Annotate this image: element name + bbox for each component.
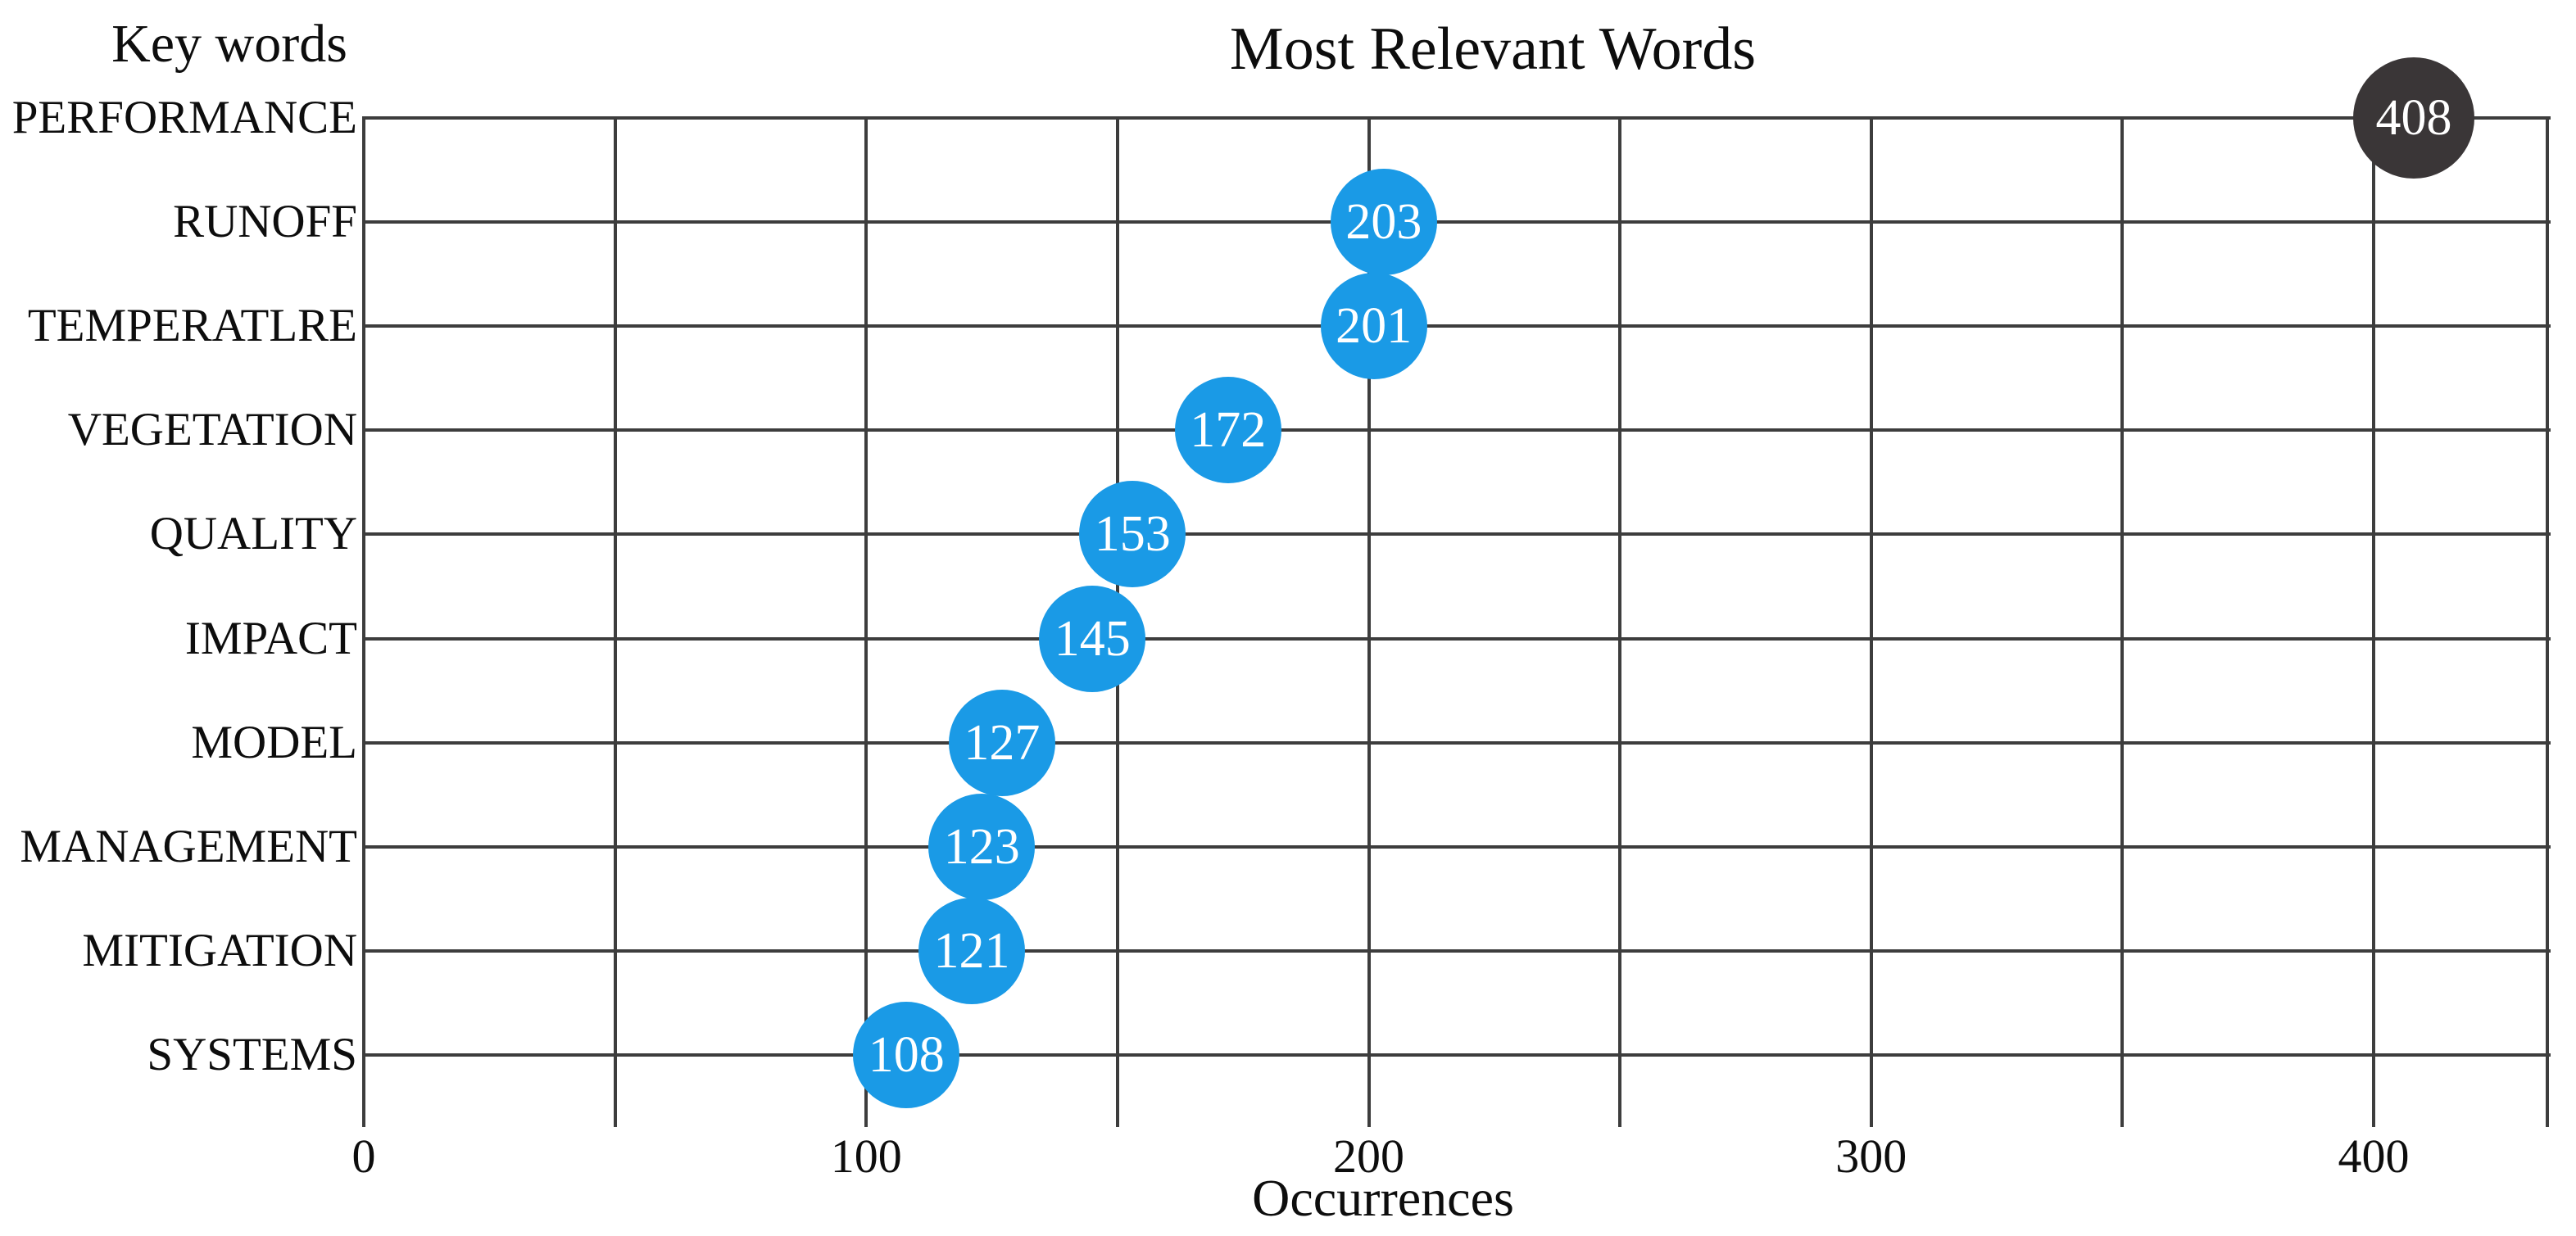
category-label: TEMPERATLRE	[27, 300, 357, 352]
x-tick-label: 400	[2338, 1130, 2410, 1183]
x-tick-label: 300	[1835, 1130, 1907, 1183]
bubble: 408	[2353, 57, 2475, 179]
h-gridline	[364, 220, 2551, 224]
category-label: IMPACT	[184, 612, 357, 664]
h-gridline	[364, 428, 2551, 432]
category-label: PERFORMANCE	[11, 92, 357, 143]
bubble-value-label: 203	[1345, 194, 1422, 251]
h-gridline	[364, 532, 2551, 537]
bubble-value-label: 108	[868, 1026, 945, 1083]
v-gridline	[2120, 116, 2125, 1127]
bubble-value-label: 145	[1054, 610, 1131, 667]
bubble: 108	[853, 1001, 960, 1108]
h-gridline	[364, 636, 2551, 641]
h-gridline	[364, 116, 2551, 120]
x-tick-label: 200	[1333, 1130, 1404, 1183]
chart-title: Most Relevant Words	[1229, 16, 1757, 83]
bubble-value-label: 408	[2375, 90, 2452, 146]
bubble: 121	[918, 897, 1026, 1004]
bubble: 145	[1039, 585, 1146, 692]
bubble-value-label: 201	[1336, 298, 1413, 355]
category-label: MODEL	[191, 716, 357, 768]
x-tick-label: 0	[351, 1130, 376, 1183]
bubble-value-label: 121	[933, 922, 1010, 979]
v-gridline	[1367, 116, 1371, 1127]
bubble-value-label: 172	[1190, 402, 1267, 459]
bubble: 123	[928, 793, 1036, 900]
bubble: 153	[1079, 481, 1186, 588]
category-label: RUNOFF	[173, 196, 357, 248]
h-gridline	[364, 844, 2551, 849]
bubble-value-label: 123	[943, 818, 1020, 875]
bubble: 203	[1330, 169, 1437, 276]
bubble: 127	[948, 689, 1055, 796]
category-label: VEGETATION	[67, 404, 357, 456]
plot-right-border	[2546, 116, 2549, 1127]
v-gridline	[1618, 116, 1622, 1127]
v-gridline	[2372, 116, 2375, 1127]
bubble-value-label: 153	[1094, 506, 1171, 563]
h-gridline	[364, 740, 2551, 745]
x-tick-label: 100	[830, 1130, 902, 1183]
v-gridline	[864, 116, 868, 1127]
category-label: MANAGEMENT	[20, 820, 357, 872]
category-label: SYSTEMS	[147, 1028, 357, 1080]
h-gridline	[364, 1053, 2551, 1057]
y-axis-title: Key words	[111, 14, 347, 74]
category-label: MITIGATION	[82, 924, 357, 976]
v-gridline	[362, 116, 365, 1127]
h-gridline	[364, 324, 2551, 328]
v-gridline	[613, 116, 617, 1127]
x-axis-title: Occurrences	[1252, 1169, 1514, 1227]
bubble-value-label: 127	[964, 714, 1041, 771]
category-label: QUALITY	[149, 508, 357, 560]
v-gridline	[1869, 116, 1873, 1127]
bubble: 201	[1320, 273, 1427, 380]
bubble: 172	[1174, 377, 1281, 484]
h-gridline	[364, 949, 2551, 953]
